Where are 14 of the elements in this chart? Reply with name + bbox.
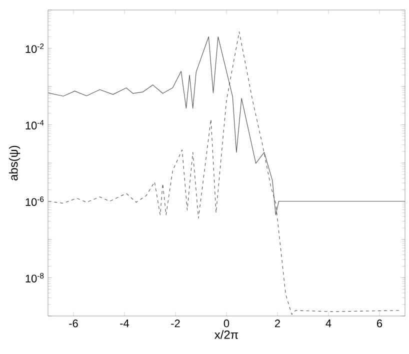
- y-tick-label: 10$^{-2}$: [26, 44, 44, 53]
- y-tick-label: 10$^{-6}$: [26, 196, 44, 206]
- y-axis-title: abs(ψ): [8, 146, 20, 180]
- x-axis-title: x/2π: [214, 330, 238, 339]
- x-tick-label: -6: [69, 320, 78, 328]
- x-tick-label: 6: [377, 320, 382, 328]
- x-tick-label: -2: [171, 320, 180, 328]
- x-tick-label: -4: [120, 320, 130, 328]
- x-tick-label: 2: [275, 320, 280, 328]
- y-tick-label: 10$^{-4}$: [26, 120, 44, 130]
- x-tick-label: 0: [224, 320, 230, 328]
- y-tick-label: 10$^{-8}$: [26, 273, 44, 282]
- line-series: [48, 31, 402, 315]
- x-tick-label: 4: [326, 320, 332, 328]
